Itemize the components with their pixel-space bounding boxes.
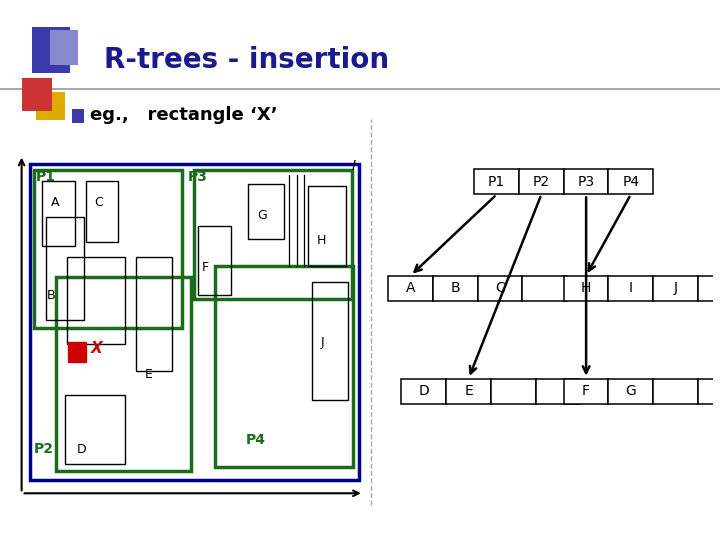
Text: P3: P3 (577, 174, 595, 188)
Text: A: A (51, 196, 60, 209)
Text: P1: P1 (35, 171, 55, 185)
Text: eg.,   rectangle ‘X’: eg., rectangle ‘X’ (90, 106, 278, 124)
Bar (215, 266, 354, 467)
Text: J: J (320, 336, 324, 349)
Text: E: E (144, 368, 152, 381)
Text: F: F (582, 384, 590, 399)
Bar (388, 275, 433, 301)
Bar (194, 170, 351, 300)
Bar (523, 275, 567, 301)
Bar (135, 257, 172, 371)
Text: A: A (406, 281, 415, 295)
Text: P1: P1 (488, 174, 505, 188)
Text: D: D (77, 443, 86, 456)
Text: H: H (581, 281, 591, 295)
Text: F: F (202, 260, 208, 274)
Bar (536, 379, 580, 404)
Text: P4: P4 (622, 174, 639, 188)
Bar (46, 217, 84, 320)
Bar (477, 275, 523, 301)
Bar (308, 186, 346, 266)
Bar (34, 170, 182, 328)
Bar (68, 342, 86, 362)
Text: B: B (451, 281, 460, 295)
Text: B: B (47, 289, 55, 302)
Bar (248, 184, 284, 239)
Bar (519, 168, 564, 194)
Text: D: D (418, 384, 429, 399)
Bar (86, 181, 118, 241)
Text: G: G (626, 384, 636, 399)
Text: H: H (317, 234, 326, 247)
Text: E: E (464, 384, 473, 399)
Bar (608, 275, 653, 301)
Text: R-trees - insertion: R-trees - insertion (104, 46, 390, 74)
Text: C: C (94, 196, 103, 209)
Text: G: G (257, 210, 267, 222)
Bar (30, 164, 359, 480)
Bar (608, 379, 653, 404)
Text: P2: P2 (533, 174, 550, 188)
Bar (564, 379, 608, 404)
Bar (491, 379, 536, 404)
Text: I: I (629, 281, 633, 295)
Text: X: X (91, 341, 102, 356)
Text: C: C (495, 281, 505, 295)
Bar (698, 379, 720, 404)
Bar (402, 379, 446, 404)
Text: P4: P4 (246, 433, 266, 447)
Bar (564, 168, 608, 194)
Bar (433, 275, 477, 301)
Bar (446, 379, 491, 404)
Text: J: J (673, 281, 678, 295)
Bar (312, 282, 348, 400)
Bar (564, 275, 608, 301)
Bar (698, 275, 720, 301)
Bar (56, 277, 191, 471)
Bar (608, 168, 653, 194)
Text: P2: P2 (34, 442, 54, 456)
Bar (42, 181, 75, 246)
Bar (653, 275, 698, 301)
Bar (65, 395, 125, 464)
Bar (66, 257, 125, 344)
Bar (474, 168, 519, 194)
Text: I: I (351, 159, 356, 173)
Bar (653, 379, 698, 404)
Text: P3: P3 (187, 171, 207, 185)
Bar (198, 226, 230, 295)
